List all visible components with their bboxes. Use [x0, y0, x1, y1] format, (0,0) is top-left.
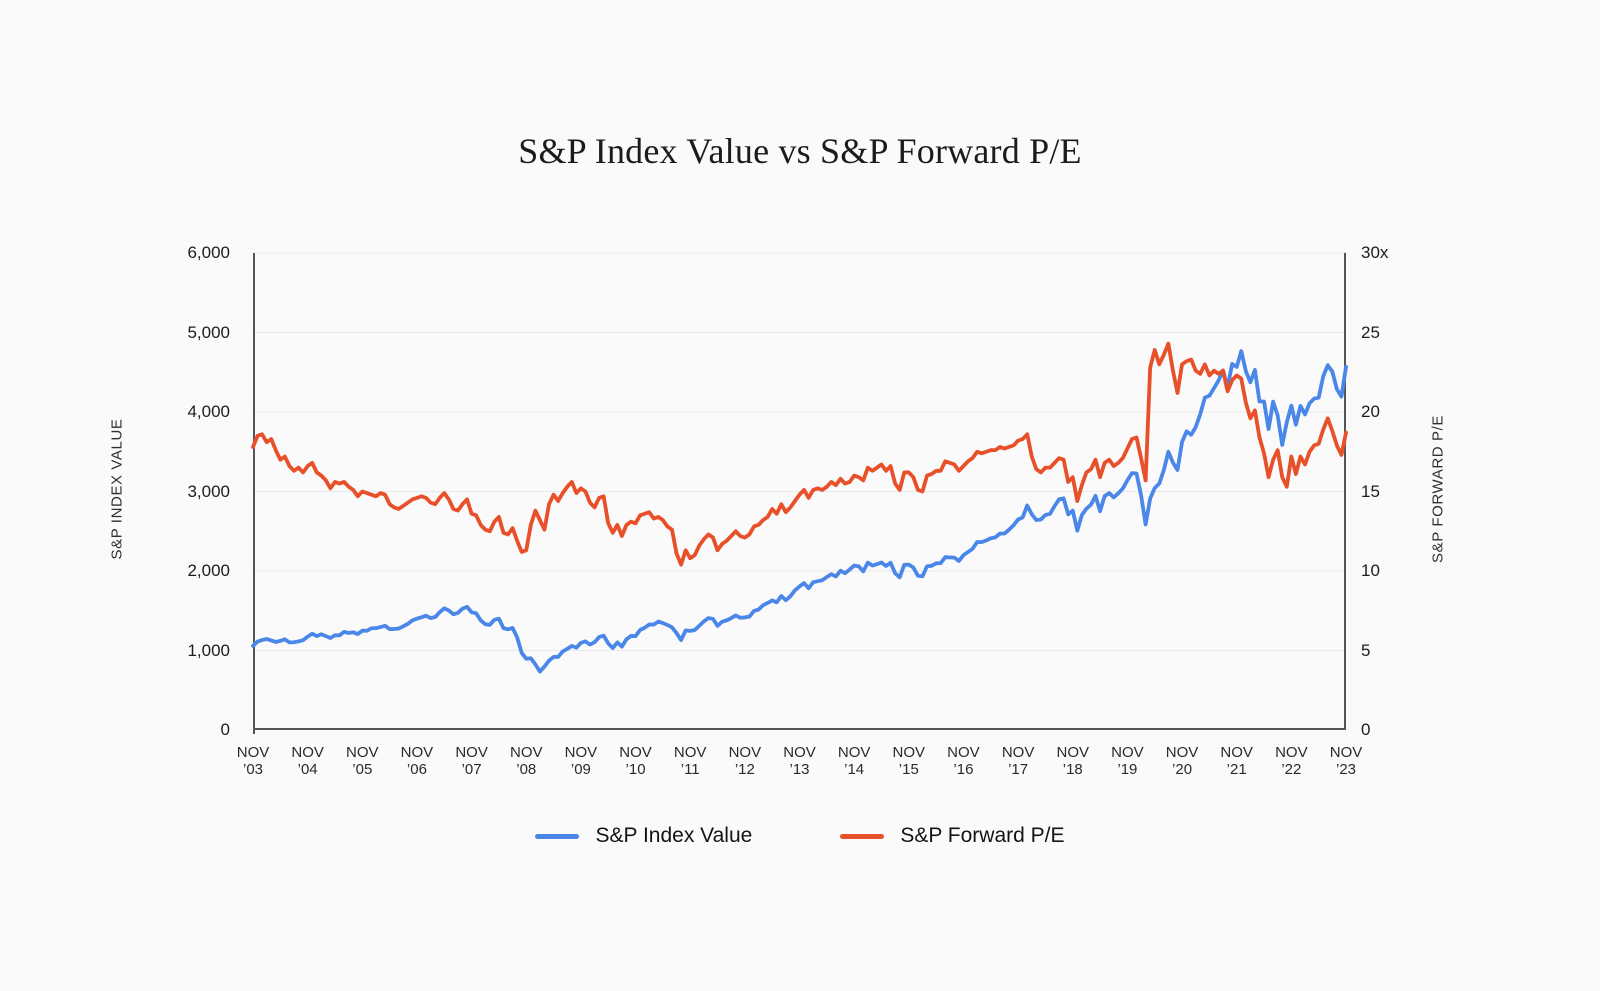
x-axis-tick-label: NOV ’04 [291, 744, 324, 778]
left-axis-tick-label: 2,000 [187, 561, 230, 580]
x-axis-tick-label: NOV ’08 [509, 744, 543, 778]
x-axis-tick-label: NOV ’19 [1111, 744, 1144, 778]
right-axis-tick-label: 20 [1361, 402, 1380, 421]
right-axis-tick-label: 15 [1361, 481, 1380, 501]
right-axis-tick-label: 10 [1361, 561, 1380, 580]
sp-index-line-swatch [535, 833, 580, 839]
x-axis-tick-label: NOV ’23 [1329, 744, 1363, 778]
left-axis-tick-label: 1,000 [187, 640, 230, 660]
x-axis-tick-label: NOV ’17 [1001, 744, 1035, 778]
left-axis-tick-label: 3,000 [187, 481, 230, 501]
s-p-forward-p-e-line [251, 341, 1348, 567]
legend-label-forward-pe: S&P Forward P/E [900, 824, 1065, 847]
left-axis-tick-label: 0 [220, 720, 230, 739]
x-axis-tick-label: NOV ’05 [346, 744, 379, 778]
x-axis-tick-label: NOV ’12 [728, 744, 762, 778]
page-title: S&P Index Value vs S&P Forward P/E [518, 131, 1082, 171]
right-axis-tick-label: 25 [1361, 322, 1380, 342]
x-axis-tick-label: NOV ’07 [455, 744, 488, 778]
x-axis-tick-label: NOV ’06 [400, 744, 434, 778]
x-axis-tick-label: NOV ’09 [564, 744, 598, 778]
legend-item-sp-index: S&P Index Value [535, 824, 752, 848]
forward-pe-line-swatch [840, 833, 885, 839]
x-axis-tick-label: NOV ’14 [837, 744, 871, 778]
x-axis-tick-label: NOV ’22 [1275, 744, 1308, 778]
right-axis-tick-label: 5 [1361, 640, 1371, 660]
plot-svg [251, 252, 1348, 734]
right-axis-tick-label: 0 [1361, 720, 1371, 739]
left-axis-tick-label: 4,000 [187, 402, 230, 421]
x-axis-tick-label: NOV ’11 [673, 744, 707, 778]
legend-label-sp-index: S&P Index Value [595, 824, 753, 847]
x-axis-tick-label: NOV ’10 [619, 744, 652, 778]
x-axis-tick-label: NOV ’03 [236, 744, 270, 778]
s-p-index-value-line [251, 349, 1348, 674]
left-axis-tick-label: 5,000 [187, 322, 230, 342]
x-axis-tick-label: NOV ’13 [783, 744, 816, 778]
right-axis-tick-label: 30x [1361, 243, 1389, 262]
x-axis-tick-label: NOV ’20 [1165, 744, 1199, 778]
x-axis-tick-label: NOV ’16 [947, 744, 980, 778]
chart-legend: S&P Index Value S&P Forward P/E [0, 824, 1600, 848]
legend-item-forward-pe: S&P Forward P/E [840, 824, 1065, 848]
x-axis-tick-label: NOV ’21 [1220, 744, 1253, 778]
left-axis-tick-label: 6,000 [187, 243, 230, 262]
x-axis-tick-label: NOV ’15 [892, 744, 926, 778]
chart-plot-area [251, 252, 1348, 734]
x-axis-tick-label: NOV ’18 [1056, 744, 1089, 778]
